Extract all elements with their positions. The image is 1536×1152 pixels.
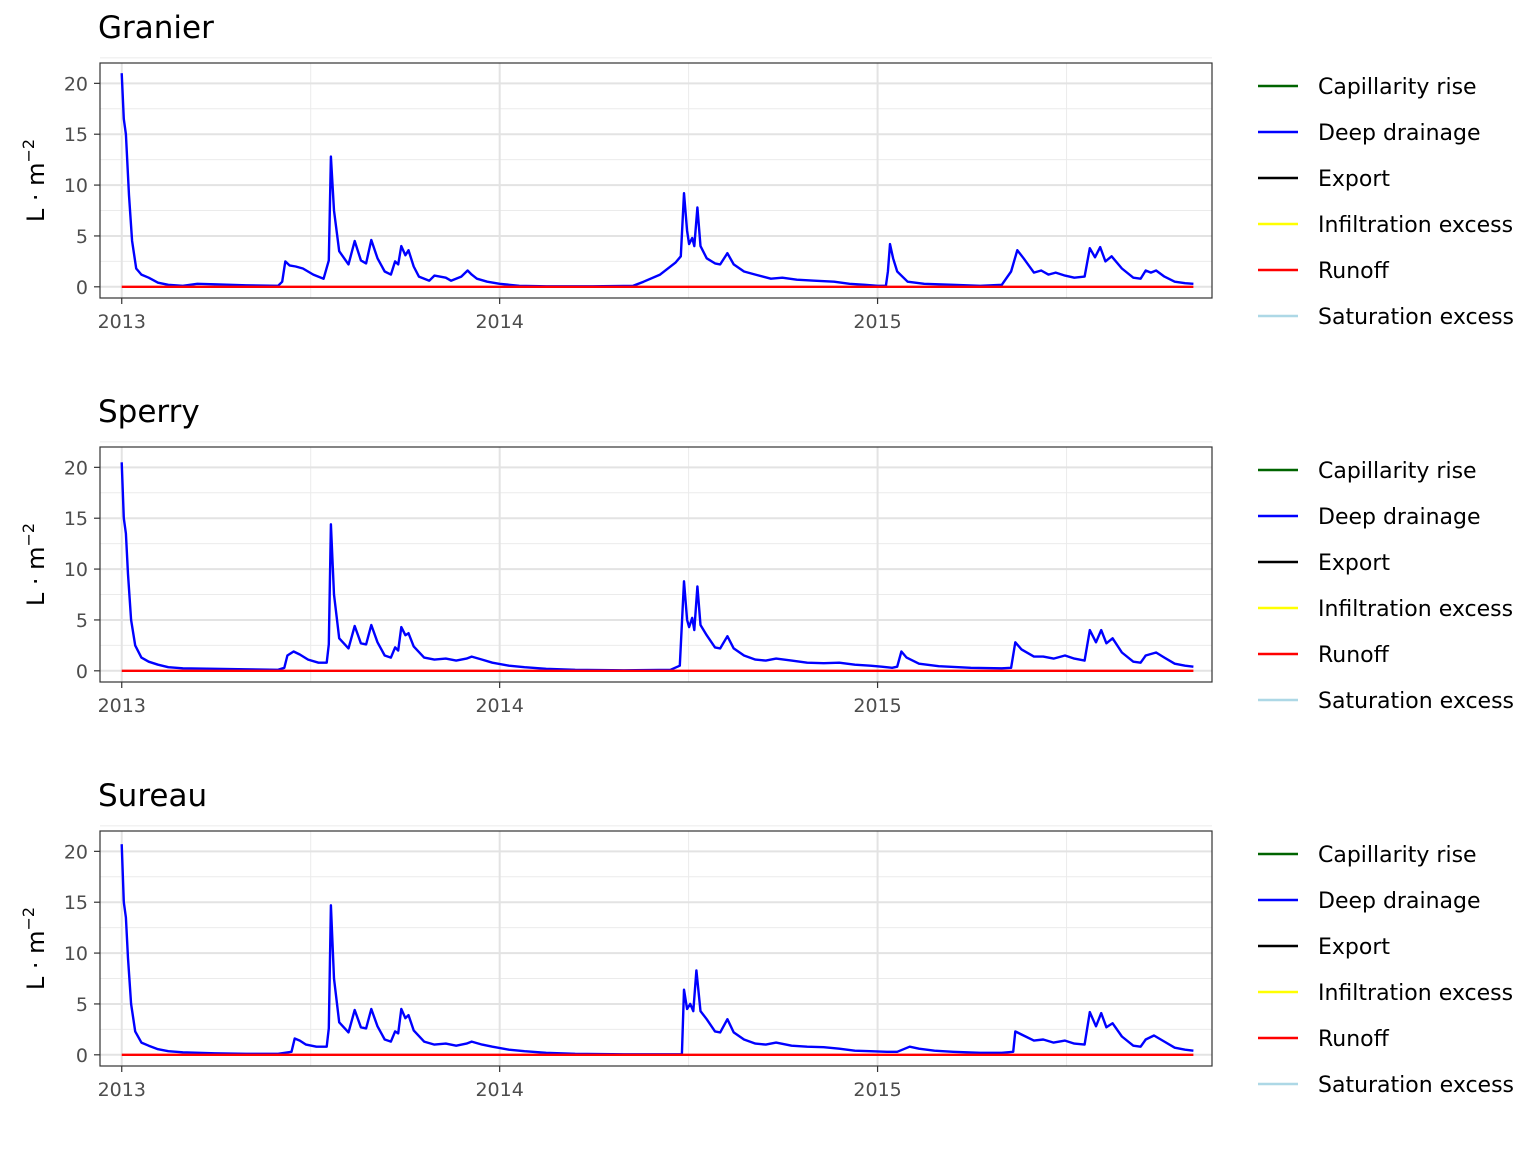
- y-tick-label: 0: [76, 277, 88, 299]
- legend-item: Infiltration excess: [1258, 597, 1513, 622]
- panel-border: [99, 830, 1213, 1067]
- gridlines: [100, 441, 1212, 682]
- y-tick-label: 15: [64, 124, 88, 146]
- legend-label: Deep drainage: [1318, 505, 1481, 530]
- y-tick-label: 20: [64, 73, 88, 95]
- legend-label: Infiltration excess: [1318, 213, 1513, 238]
- legend-item: Export: [1258, 935, 1390, 960]
- x-tick-label: 2014: [475, 311, 523, 333]
- y-tick-label: 20: [64, 457, 88, 479]
- y-tick-label: 5: [76, 226, 88, 248]
- legend-item: Capillarity rise: [1258, 843, 1477, 868]
- y-axis-label: L · m−2: [19, 139, 50, 222]
- legend-label: Infiltration excess: [1318, 981, 1513, 1006]
- legend-label: Capillarity rise: [1318, 459, 1477, 484]
- y-axis-label: L · m−2: [19, 907, 50, 990]
- legend: Capillarity rise Deep drainage Export Infil…: [1258, 75, 1514, 330]
- y-axis-label-base: L · m: [22, 930, 50, 990]
- x-tick-label: 2014: [475, 1079, 523, 1101]
- y-tick-label: 15: [64, 892, 88, 914]
- legend-label: Runoff: [1318, 259, 1390, 284]
- panel-border: [99, 62, 1213, 299]
- legend-label: Runoff: [1318, 643, 1390, 668]
- panel-border: [99, 446, 1213, 683]
- legend-label: Runoff: [1318, 1027, 1390, 1052]
- y-tick-label: 10: [64, 943, 88, 965]
- panel-sperry: Sperry 0 5 10 15 20 2013 2014 2015 L · m−2 Capilla…: [19, 394, 1514, 717]
- plot-background: [100, 447, 1212, 682]
- panel-granier: Granier 0 5 10 15 20 2013 2014 2015 L · m−2 Capill…: [19, 10, 1514, 333]
- y-tick-label: 0: [76, 1045, 88, 1067]
- legend-label: Deep drainage: [1318, 121, 1481, 146]
- legend-label: Deep drainage: [1318, 889, 1481, 914]
- legend-item: Infiltration excess: [1258, 213, 1513, 238]
- y-tick-label: 15: [64, 508, 88, 530]
- legend-item: Export: [1258, 167, 1390, 192]
- legend-item: Runoff: [1258, 643, 1390, 668]
- y-tick-label: 5: [76, 994, 88, 1016]
- legend-item: Deep drainage: [1258, 121, 1481, 146]
- legend-item: Export: [1258, 551, 1390, 576]
- legend-label: Infiltration excess: [1318, 597, 1513, 622]
- y-tick-label: 10: [64, 559, 88, 581]
- y-axis-label: L · m−2: [19, 523, 50, 606]
- legend-item: Deep drainage: [1258, 505, 1481, 530]
- y-axis-label-superscript: −2: [19, 523, 38, 547]
- series-line-deep-drainage: [120, 73, 1194, 288]
- x-tick-label: 2015: [853, 311, 901, 333]
- y-tick-label: 20: [64, 841, 88, 863]
- legend-item: Capillarity rise: [1258, 75, 1477, 100]
- x-tick-label: 2013: [98, 695, 146, 717]
- x-tick-label: 2013: [98, 311, 146, 333]
- legend-item: Infiltration excess: [1258, 981, 1513, 1006]
- y-axis-label-superscript: −2: [19, 907, 38, 931]
- x-tick-label: 2015: [853, 1079, 901, 1101]
- x-tick-label: 2015: [853, 695, 901, 717]
- panel-sureau: Sureau 0 5 10 15 20 2013 2014 2015 L · m−2 Capilla…: [19, 778, 1514, 1101]
- plot-background: [100, 831, 1212, 1066]
- legend-item: Saturation excess: [1258, 689, 1514, 714]
- y-tick-label: 0: [76, 661, 88, 683]
- y-axis-label-base: L · m: [22, 546, 50, 606]
- gridlines: [100, 825, 1212, 1066]
- legend-item: Saturation excess: [1258, 305, 1514, 330]
- panel-title: Sperry: [98, 394, 200, 430]
- series-line-deep-drainage: [120, 462, 1194, 672]
- legend-label: Export: [1318, 935, 1390, 960]
- y-tick-label: 10: [64, 175, 88, 197]
- legend-label: Capillarity rise: [1318, 843, 1477, 868]
- legend-item: Runoff: [1258, 259, 1390, 284]
- panel-title: Granier: [98, 10, 214, 46]
- legend-label: Saturation excess: [1318, 689, 1514, 714]
- legend-label: Export: [1318, 167, 1390, 192]
- legend-item: Saturation excess: [1258, 1073, 1514, 1098]
- y-tick-label: 5: [76, 610, 88, 632]
- x-tick-label: 2013: [98, 1079, 146, 1101]
- legend-label: Export: [1318, 551, 1390, 576]
- x-tick-label: 2014: [475, 695, 523, 717]
- legend-item: Capillarity rise: [1258, 459, 1477, 484]
- y-axis-label-superscript: −2: [19, 139, 38, 163]
- legend-label: Capillarity rise: [1318, 75, 1477, 100]
- legend: Capillarity rise Deep drainage Export Infil…: [1258, 843, 1514, 1098]
- panel-title: Sureau: [98, 778, 207, 814]
- plot-background: [100, 63, 1212, 298]
- legend-item: Deep drainage: [1258, 889, 1481, 914]
- legend-label: Saturation excess: [1318, 1073, 1514, 1098]
- legend-label: Saturation excess: [1318, 305, 1514, 330]
- legend-item: Runoff: [1258, 1027, 1390, 1052]
- legend: Capillarity rise Deep drainage Export Infil…: [1258, 459, 1514, 714]
- y-axis-label-base: L · m: [22, 162, 50, 222]
